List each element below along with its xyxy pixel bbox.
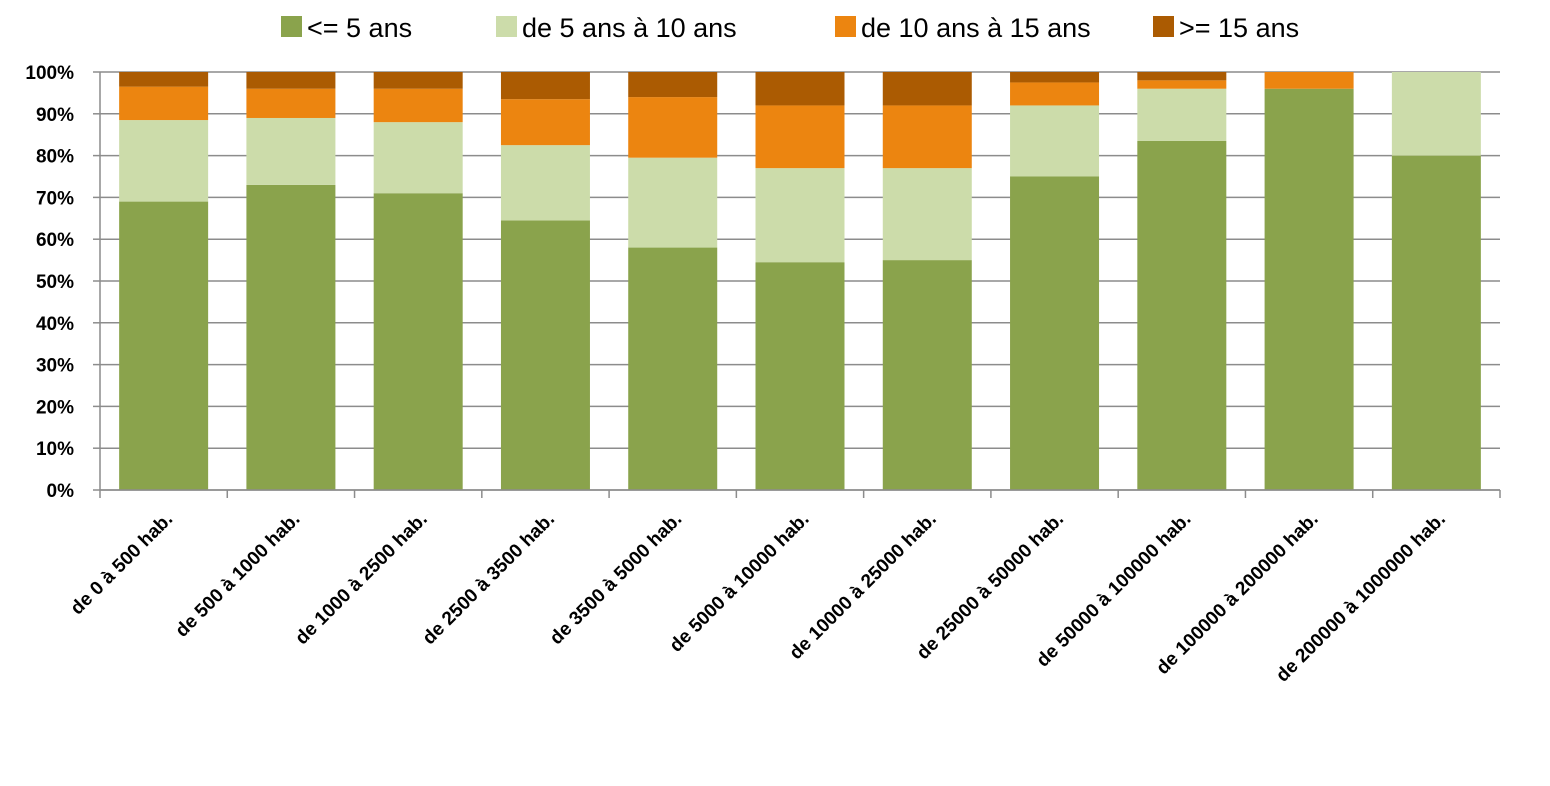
legend-label: de 10 ans à 15 ans [861,13,1091,43]
legend-swatch [496,16,517,37]
bar-segment [1137,140,1227,490]
bar-segment [1010,105,1100,177]
legend-label: <= 5 ans [307,13,412,43]
x-category-label: de 0 à 500 hab. [67,509,177,619]
bar-segment [1010,176,1100,490]
bar-segment [119,120,209,202]
y-tick-label: 80% [36,147,74,168]
bar-segment [1137,88,1227,141]
bar-segment [119,201,209,490]
bar-segment [882,72,972,106]
x-category-label: de 3500 à 5000 hab. [546,509,686,649]
y-tick-label: 10% [36,439,74,460]
x-category-label: de 25000 à 50000 hab. [913,509,1068,664]
bar-segment [373,122,463,194]
bar-segment [628,247,718,490]
bar-segment [246,88,336,118]
y-tick-label: 30% [36,356,74,377]
bar-segment [882,260,972,490]
y-tick-label: 100% [25,63,74,84]
bar-segment [373,88,463,123]
bar-segment [373,72,463,89]
bar-segment [882,168,972,261]
bar-segment [1010,72,1100,83]
y-tick-label: 0% [47,481,75,502]
bar-segment [246,184,336,491]
y-tick-label: 60% [36,230,74,251]
legend: <= 5 ans de 5 ans à 10 ans de 10 ans à 15 … [281,13,1299,43]
y-tick-label: 40% [36,314,74,335]
y-tick-label: 50% [36,272,74,293]
bar-segment [1010,82,1100,106]
legend-swatch [281,16,302,37]
bar-segment [1391,155,1481,490]
x-category-label: de 2500 à 3500 hab. [419,509,559,649]
x-axis-labels: de 0 à 500 hab.de 500 à 1000 hab.de 1000… [67,509,1450,687]
bar-segment [1391,72,1481,156]
bar-segment [1137,72,1227,81]
bar-segment [246,72,336,89]
x-category-label: de 500 à 1000 hab. [172,509,305,642]
x-category-label: de 5000 à 10000 hab. [666,509,814,657]
bar-segment [500,72,590,100]
bar-segment [500,145,590,221]
bar-segment [373,193,463,490]
bar-segment [628,97,718,158]
bar-segment [1137,80,1227,89]
bar-segment [119,86,209,121]
legend-label: de 5 ans à 10 ans [522,13,737,43]
bar-segment [628,72,718,98]
bar-segment [755,168,845,263]
bar-segment [882,105,972,169]
y-tick-label: 90% [36,105,74,126]
bar-segment [1264,72,1354,89]
bar-segment [1264,88,1354,490]
x-category-label: de 10000 à 25000 hab. [786,509,941,664]
bar-segment [755,262,845,490]
bar-segment [755,72,845,106]
legend-label: >= 15 ans [1179,13,1299,43]
bars [119,72,1481,491]
y-tick-label: 70% [36,188,74,209]
y-tick-label: 20% [36,397,74,418]
x-category-label: de 1000 à 2500 hab. [291,509,431,649]
bar-segment [628,157,718,248]
bar-segment [500,220,590,490]
y-axis-ticks: 0% 10% 20% 30% 40% 50% 60% 70% 80% 90% 100% [25,63,100,502]
legend-swatch [835,16,856,37]
bar-segment [755,105,845,169]
legend-swatch [1153,16,1174,37]
bar-segment [246,117,336,185]
bar-segment [119,72,209,87]
bar-segment [500,99,590,146]
